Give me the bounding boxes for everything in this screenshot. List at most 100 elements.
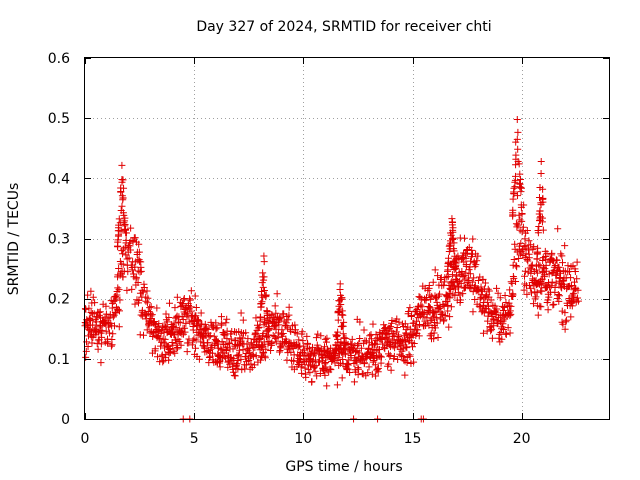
data-point: [179, 315, 187, 323]
data-point: [484, 285, 492, 293]
data-point: [301, 358, 309, 366]
data-point: [222, 346, 230, 354]
data-point: [410, 358, 418, 366]
data-point: [467, 257, 475, 265]
data-point: [539, 195, 547, 203]
data-point: [533, 289, 541, 297]
data-point: [500, 326, 508, 334]
data-point: [119, 273, 127, 281]
data-point: [314, 330, 322, 338]
data-point: [480, 309, 488, 317]
data-point: [118, 192, 126, 200]
data-point: [212, 325, 220, 333]
data-point: [554, 225, 562, 233]
data-point: [267, 346, 275, 354]
data-point: [392, 328, 400, 336]
data-point: [440, 316, 448, 324]
data-point: [176, 319, 184, 327]
data-point: [82, 347, 90, 355]
data-point: [118, 202, 126, 210]
data-point: [558, 252, 566, 260]
data-point: [532, 262, 540, 270]
data-point: [534, 311, 542, 319]
data-point: [450, 265, 458, 273]
data-point: [433, 319, 441, 327]
data-point: [542, 261, 550, 269]
data-point: [379, 340, 387, 348]
data-point: [272, 338, 280, 346]
data-point: [151, 345, 159, 353]
x-tick-label: 20: [513, 431, 531, 447]
data-point: [346, 369, 354, 377]
data-point: [84, 342, 92, 350]
data-point: [91, 299, 99, 307]
data-point: [514, 192, 522, 200]
data-point: [548, 278, 556, 286]
data-point: [450, 239, 458, 247]
data-point: [408, 312, 416, 320]
data-point: [306, 369, 314, 377]
data-point: [262, 291, 270, 299]
data-point: [510, 189, 518, 197]
data-point: [434, 272, 442, 280]
data-point: [469, 235, 477, 243]
y-tick-label: 0: [61, 412, 70, 428]
data-point: [489, 315, 497, 323]
data-point: [512, 161, 520, 169]
data-point: [374, 364, 382, 372]
data-point: [242, 329, 250, 337]
data-point: [135, 296, 143, 304]
data-point: [294, 343, 302, 351]
data-point: [477, 286, 485, 294]
data-point: [257, 300, 265, 308]
data-point: [317, 332, 325, 340]
data-point: [244, 335, 252, 343]
data-point: [388, 317, 396, 325]
data-point: [516, 170, 524, 178]
data-point: [182, 319, 190, 327]
data-point: [512, 151, 520, 159]
data-point: [115, 307, 123, 315]
data-point: [278, 326, 286, 334]
data-point: [447, 303, 455, 311]
data-point: [386, 351, 394, 359]
data-point: [114, 284, 122, 292]
data-point: [131, 263, 139, 271]
data-point: [355, 365, 363, 373]
data-point: [406, 304, 414, 312]
data-point: [127, 224, 135, 232]
data-point: [487, 296, 495, 304]
data-point: [537, 201, 545, 209]
data-point: [146, 304, 154, 312]
data-point: [96, 323, 104, 331]
data-point: [436, 290, 444, 298]
data-point: [431, 309, 439, 317]
data-point: [502, 298, 510, 306]
data-point: [257, 288, 265, 296]
data-point: [82, 305, 90, 313]
data-point: [521, 235, 529, 243]
data-point: [171, 304, 179, 312]
data-point: [549, 301, 557, 309]
data-point: [415, 332, 423, 340]
data-point: [84, 291, 92, 299]
data-point: [187, 307, 195, 315]
data-point: [254, 324, 262, 332]
data-point: [272, 309, 280, 317]
data-point: [412, 317, 420, 325]
data-point: [466, 270, 474, 278]
data-point: [511, 176, 519, 184]
data-point: [90, 327, 98, 335]
data-point: [338, 374, 346, 382]
data-point: [334, 354, 342, 362]
y-tick-label: 0.2: [48, 292, 70, 308]
data-point: [377, 359, 385, 367]
y-tick-label: 0.3: [48, 232, 70, 248]
data-point: [479, 275, 487, 283]
data-point: [98, 327, 106, 335]
data-point: [548, 249, 556, 257]
data-point: [360, 326, 368, 334]
data-point: [97, 340, 105, 348]
data-point: [321, 371, 329, 379]
data-point: [350, 378, 358, 386]
